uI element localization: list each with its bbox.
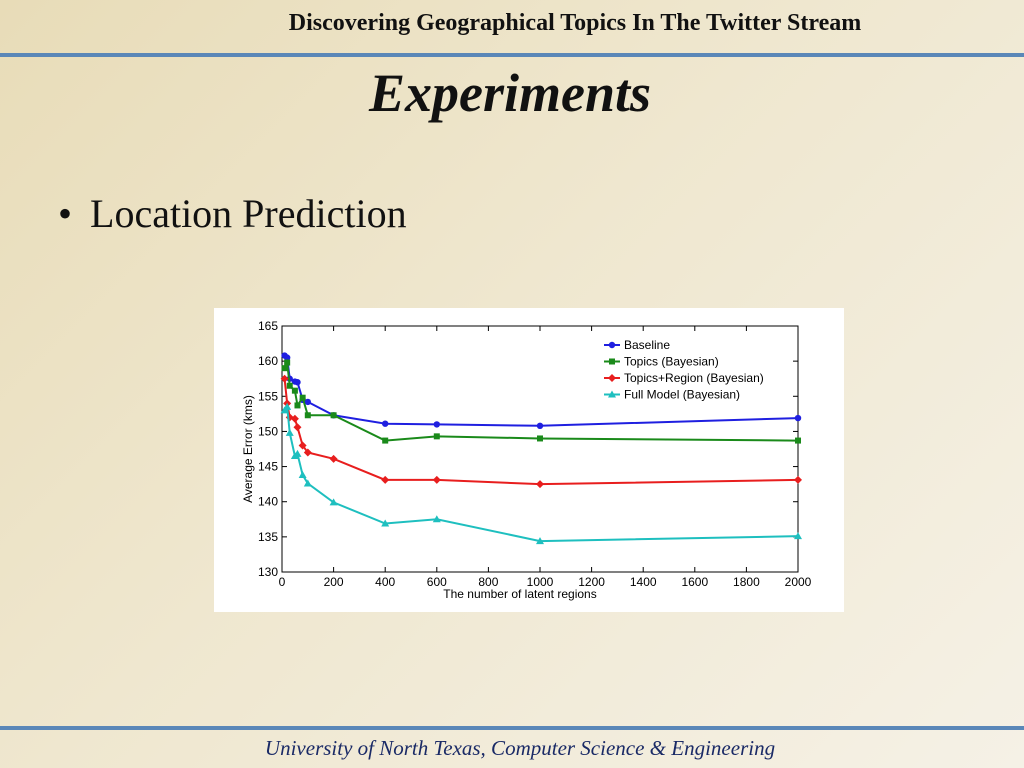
line-chart: 0 200 400 600 800 1000 1200 1400 1600 1800 2000 130… xyxy=(241,319,812,601)
legend-marker xyxy=(609,358,615,365)
data-point xyxy=(536,422,544,430)
series-line-2 xyxy=(283,358,799,442)
data-point xyxy=(381,519,390,527)
data-point xyxy=(382,437,389,444)
data-point xyxy=(329,498,338,506)
data-point xyxy=(537,435,543,442)
x-tick-label: 1600 xyxy=(681,575,708,589)
data-point xyxy=(432,515,441,523)
data-point xyxy=(303,448,312,457)
y-tick-label: 130 xyxy=(258,565,278,579)
bullet-dot: • xyxy=(58,191,73,236)
x-tick-label: 600 xyxy=(427,575,447,589)
x-tick-label: 200 xyxy=(324,575,344,589)
footer-rule xyxy=(0,726,1024,730)
data-point xyxy=(794,475,802,484)
data-point xyxy=(298,471,307,479)
data-point xyxy=(290,414,299,423)
data-point xyxy=(303,479,312,487)
footer-text: University of North Texas, Computer Scie… xyxy=(264,736,776,760)
x-tick-label: 1800 xyxy=(733,575,760,589)
data-point xyxy=(381,475,390,484)
legend-marker xyxy=(608,374,616,382)
data-point xyxy=(298,441,307,450)
data-point xyxy=(299,394,306,401)
header-title: Discovering Geographical Topics In The T… xyxy=(288,10,862,36)
series-line-4 xyxy=(283,404,799,543)
data-point xyxy=(794,532,802,540)
chart-panel: 0 200 400 600 800 1000 1200 1400 1600 1800 2000 130… xyxy=(214,308,844,612)
data-point xyxy=(382,420,389,427)
y-tick-label: 165 xyxy=(258,319,278,333)
data-point xyxy=(330,412,337,419)
x-tick-label: 1400 xyxy=(630,575,657,589)
data-point xyxy=(304,398,311,406)
legend-label: Topics (Bayesian) xyxy=(624,355,719,369)
data-point xyxy=(283,402,292,410)
data-point xyxy=(281,365,288,372)
x-tick-label: 800 xyxy=(478,575,498,589)
y-tick-label: 140 xyxy=(258,495,278,509)
x-tick-label: 1200 xyxy=(578,575,605,589)
data-point xyxy=(294,379,301,386)
legend-label: Full Model (Bayesian) xyxy=(624,388,740,402)
data-point xyxy=(433,421,440,428)
data-point xyxy=(284,359,291,366)
data-point xyxy=(433,433,440,440)
y-tick-label: 160 xyxy=(258,354,278,368)
slide-title: Experiments xyxy=(368,63,652,123)
data-point xyxy=(304,412,311,419)
y-axis-label: Average Error (kms) xyxy=(241,395,255,503)
data-point xyxy=(536,537,544,545)
x-tick-label: 400 xyxy=(375,575,395,589)
data-point xyxy=(294,402,301,409)
y-tick-label: 145 xyxy=(258,460,278,474)
x-tick-label: 1000 xyxy=(527,575,554,589)
data-point xyxy=(280,406,289,414)
legend-label: Topics+Region (Bayesian) xyxy=(624,371,764,385)
bullet-text: Location Prediction xyxy=(90,191,407,236)
plot-area-frame xyxy=(281,325,799,573)
data-point xyxy=(293,449,302,457)
data-point xyxy=(795,437,801,444)
legend-label: Baseline xyxy=(624,338,670,352)
data-point xyxy=(283,354,291,361)
data-point xyxy=(286,382,293,389)
data-point xyxy=(329,454,338,463)
y-tick-label: 150 xyxy=(258,424,278,438)
legend-marker xyxy=(608,390,616,398)
y-tick-label: 155 xyxy=(258,389,278,403)
y-tick-label: 135 xyxy=(258,530,278,544)
data-point xyxy=(280,374,289,383)
data-point xyxy=(794,414,802,422)
data-point xyxy=(285,428,294,436)
data-point xyxy=(293,423,302,432)
x-tick-label: 2000 xyxy=(785,575,812,589)
x-tick-label: 0 xyxy=(279,575,286,589)
bullet-item: • Location Prediction xyxy=(58,190,407,237)
header-rule xyxy=(0,53,1024,57)
legend-marker xyxy=(608,341,616,349)
data-point xyxy=(432,475,441,484)
x-axis-label: The number of latent regions xyxy=(443,587,596,601)
data-point xyxy=(291,387,298,394)
data-point xyxy=(536,480,544,489)
